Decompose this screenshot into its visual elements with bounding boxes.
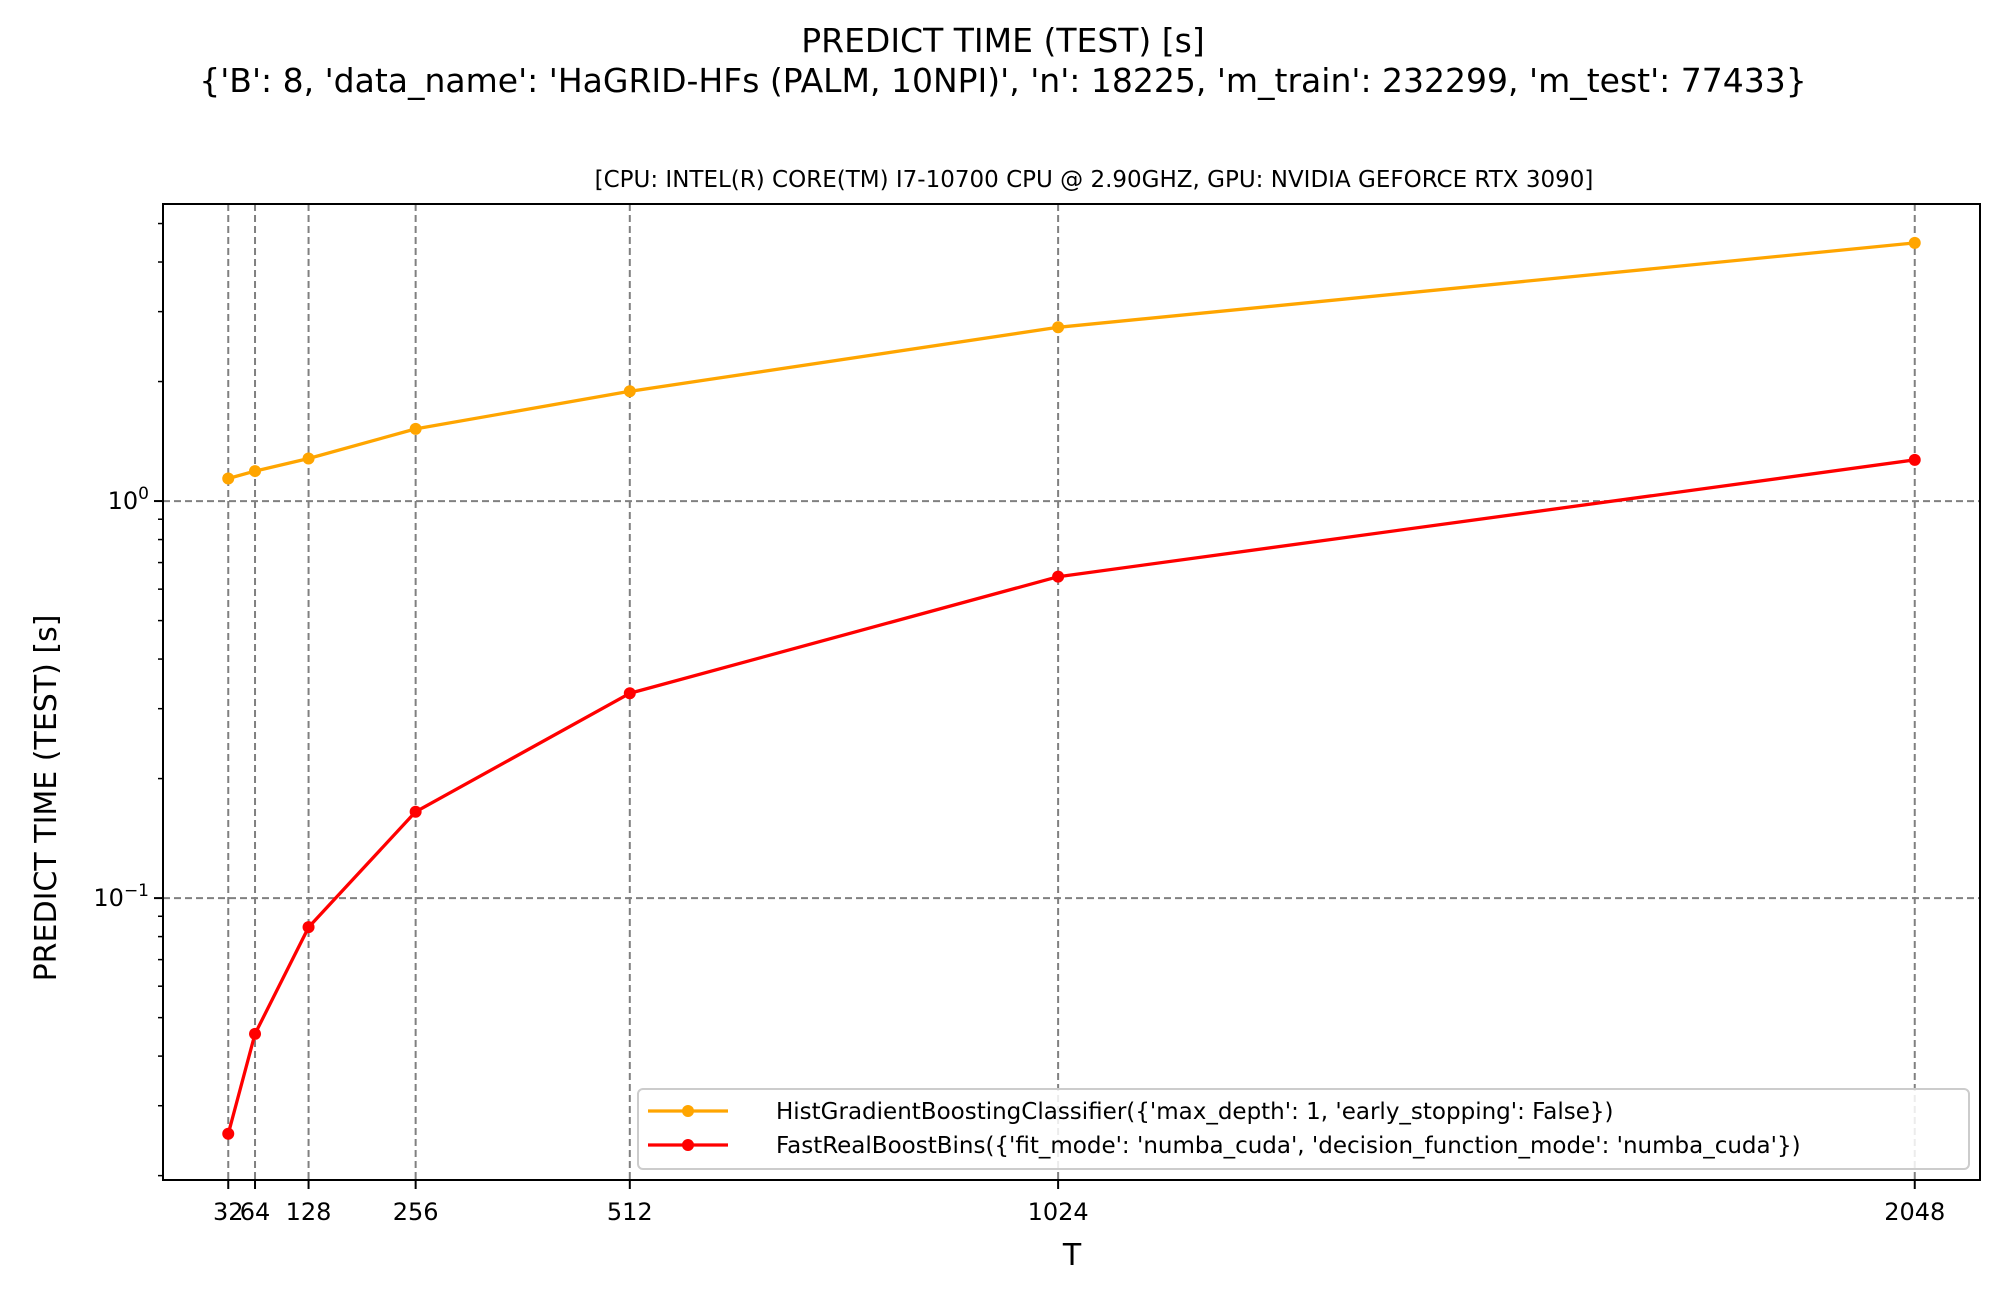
y-axis-label: PREDICT TIME (TEST) [s] — [29, 615, 64, 982]
data-point — [409, 805, 422, 818]
data-point — [623, 385, 636, 398]
x-tick-label: 64 — [240, 1198, 271, 1226]
data-point — [302, 452, 315, 465]
subtitle: {'B': 8, 'data_name': 'HaGRID-HFs (PALM,… — [199, 61, 1807, 100]
data-point — [1052, 321, 1065, 334]
x-tick-label: 128 — [286, 1198, 332, 1226]
data-point — [249, 465, 262, 478]
legend-box — [637, 1088, 1970, 1170]
x-tick-label: 1024 — [1028, 1198, 1089, 1226]
legend-marker — [682, 1139, 694, 1151]
x-axis-label: T — [1062, 1238, 1082, 1273]
data-point — [222, 1127, 235, 1140]
data-point — [1908, 236, 1921, 249]
data-point — [623, 687, 636, 700]
data-point — [302, 921, 315, 934]
x-tick-label: 32 — [213, 1198, 244, 1226]
legend-label: FastRealBoostBins({'fit_mode': 'numba_cu… — [776, 1133, 1801, 1159]
x-tick-label: 256 — [393, 1198, 439, 1226]
data-point — [249, 1027, 262, 1040]
axes-title: [CPU: INTEL(R) CORE(TM) I7-10700 CPU @ 2… — [595, 167, 1594, 193]
legend-label: HistGradientBoostingClassifier({'max_dep… — [776, 1099, 1614, 1125]
suptitle: PREDICT TIME (TEST) [s] — [801, 21, 1205, 60]
legend-marker — [682, 1105, 694, 1117]
data-point — [1908, 453, 1921, 466]
axes-frame — [162, 203, 1981, 1181]
data-point — [1052, 570, 1065, 583]
x-tick-label: 512 — [607, 1198, 653, 1226]
data-point — [222, 472, 235, 485]
x-tick-label: 2048 — [1884, 1198, 1945, 1226]
data-point — [409, 422, 422, 435]
